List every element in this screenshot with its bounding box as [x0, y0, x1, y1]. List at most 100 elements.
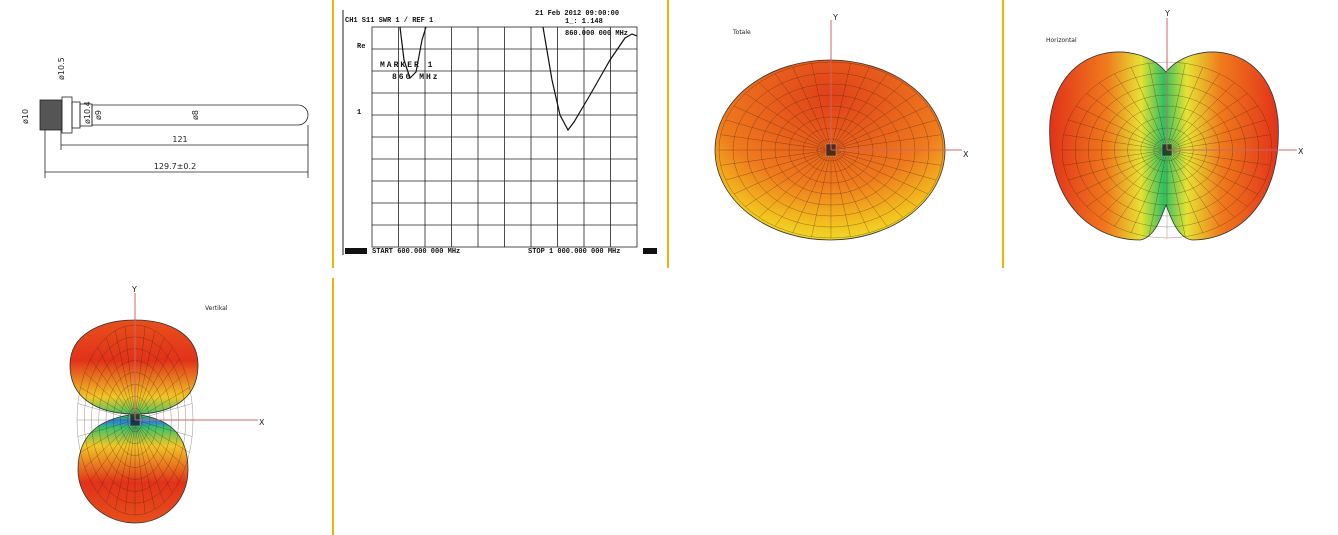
mesh-line	[830, 82, 904, 151]
mesh-line	[1075, 149, 1168, 195]
mesh-line	[1099, 149, 1168, 218]
mesh-line	[1114, 149, 1168, 227]
dividers	[332, 0, 1004, 535]
mesh-line	[1086, 93, 1168, 151]
mesh-line	[1166, 149, 1248, 207]
mesh-line	[720, 149, 832, 166]
dimension-drawing	[39, 96, 309, 178]
mesh-line	[1166, 63, 1186, 151]
vswr-marker-value: 860 MHz	[392, 73, 440, 82]
vswr-marker-title: MARKER 1	[380, 61, 434, 70]
mesh-line	[1166, 149, 1186, 237]
mesh-line	[758, 82, 832, 151]
mesh-line	[830, 149, 937, 181]
dim-label: ø10.4	[83, 101, 92, 124]
mesh-line	[1166, 119, 1266, 151]
vswr-readout: 1_: 1.148	[565, 18, 603, 26]
mesh-line	[830, 119, 937, 151]
vswr-marker-freq: 860.000 000 MHz	[565, 30, 628, 38]
mesh-line	[134, 419, 186, 468]
mesh-line	[725, 119, 832, 151]
mesh-line	[134, 419, 193, 437]
mesh-line	[134, 330, 156, 421]
mesh-line	[134, 419, 190, 453]
mesh-line	[811, 149, 832, 237]
mesh-line	[124, 419, 136, 514]
mesh-line	[830, 73, 888, 151]
axis-label: X	[963, 150, 969, 159]
mesh-line	[84, 372, 136, 421]
mesh-line	[1166, 149, 1235, 218]
mesh-line	[830, 149, 917, 207]
vswr-scale: Re	[357, 43, 365, 51]
mesh-line	[97, 347, 136, 421]
mesh-line	[830, 149, 888, 227]
mesh-line	[1166, 105, 1259, 151]
mesh-line	[134, 403, 193, 421]
axis-label: Y	[832, 13, 838, 22]
mesh-line	[830, 149, 904, 218]
mesh-line	[105, 337, 136, 421]
mesh-line	[830, 134, 942, 151]
mesh-line	[1166, 149, 1271, 166]
mesh-line	[830, 149, 929, 195]
mesh-line	[1148, 149, 1168, 237]
mesh-line	[830, 105, 929, 151]
mesh-line	[134, 337, 165, 421]
mesh-line	[1075, 105, 1168, 151]
mesh-line	[114, 330, 136, 421]
mesh-line	[1166, 93, 1248, 151]
mesh-line	[1166, 149, 1259, 195]
vswr-scale: 1	[357, 109, 361, 117]
axis-label: Y	[1164, 9, 1170, 18]
dim-label: 129.7±0.2	[154, 162, 196, 171]
mesh-line	[745, 93, 832, 151]
mesh-line	[1166, 149, 1266, 181]
mesh-line	[97, 419, 136, 493]
mesh-line	[792, 149, 832, 233]
mesh-line	[830, 67, 870, 151]
mesh-line	[84, 419, 136, 468]
mesh-line	[725, 149, 832, 181]
mesh-line	[733, 105, 832, 151]
vswr-start: START 600.000 000 MHz	[372, 248, 460, 256]
mesh-line	[1068, 119, 1168, 151]
mesh-line	[745, 149, 832, 207]
pattern-title: Horizontal	[1046, 37, 1077, 44]
mesh-line	[124, 326, 136, 421]
mesh-line	[1114, 73, 1168, 151]
vswr-header: CH1 S11 SWR 1 / REF 1	[345, 17, 433, 25]
mesh-line	[90, 358, 136, 421]
mesh-line	[1086, 149, 1168, 207]
bar	[345, 248, 367, 254]
mesh-line	[1130, 67, 1168, 151]
mesh-line	[114, 419, 136, 510]
axis-label: Y	[131, 285, 137, 294]
dim-label: ø9	[94, 110, 103, 120]
dim-label: ø10.5	[57, 57, 66, 80]
mesh-line	[134, 419, 180, 482]
dim-label: ø8	[191, 110, 200, 120]
mesh-line	[758, 149, 832, 218]
mesh-line	[134, 419, 146, 514]
mesh-line	[134, 387, 190, 421]
mesh-line	[774, 73, 832, 151]
dim-label: 121	[172, 135, 187, 144]
vswr-date: 21 Feb 2012 09:00:00	[535, 10, 619, 18]
mesh-line	[134, 372, 186, 421]
mesh-line	[1063, 134, 1168, 151]
mesh-line	[77, 419, 136, 437]
mesh-line	[830, 63, 851, 151]
mesh-line	[774, 149, 832, 227]
axis-label: X	[259, 418, 265, 427]
vswr-stop: STOP 1 000.000 000 MHz	[528, 248, 620, 256]
pattern-title: Totale	[732, 29, 751, 36]
mesh-line	[1166, 149, 1220, 227]
mesh-line	[105, 419, 136, 503]
mesh-line	[720, 134, 832, 151]
mesh-line	[134, 419, 165, 503]
mesh-line	[1063, 149, 1168, 166]
mesh-line	[811, 63, 832, 151]
mesh-line	[733, 149, 832, 195]
